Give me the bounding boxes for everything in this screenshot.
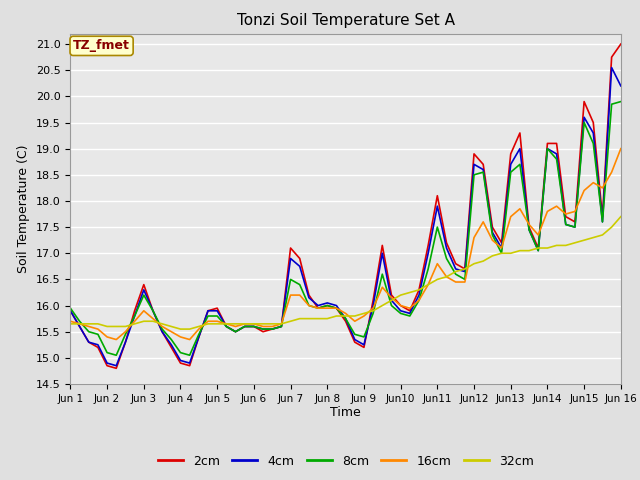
32cm [369,308,377,313]
4cm [268,326,276,332]
8cm [113,352,120,358]
32cm [406,289,413,295]
32cm [553,242,561,248]
2cm [617,41,625,47]
16cm [369,305,377,311]
16cm [113,336,120,342]
32cm [186,326,193,332]
32cm [268,321,276,327]
8cm [186,352,193,358]
4cm [186,360,193,366]
8cm [268,326,276,332]
4cm [553,151,561,157]
4cm [406,311,413,316]
16cm [268,324,276,329]
16cm [617,146,625,152]
8cm [617,99,625,105]
Y-axis label: Soil Temperature (C): Soil Temperature (C) [17,144,30,273]
4cm [113,363,120,369]
Line: 4cm: 4cm [70,68,621,366]
2cm [67,308,74,313]
32cm [177,326,184,332]
16cm [406,305,413,311]
8cm [67,305,74,311]
8cm [204,313,212,319]
Text: TZ_fmet: TZ_fmet [73,39,130,52]
Line: 16cm: 16cm [70,149,621,339]
4cm [369,303,377,309]
8cm [553,156,561,162]
Line: 2cm: 2cm [70,44,621,368]
16cm [553,204,561,209]
8cm [406,313,413,319]
8cm [369,311,377,316]
32cm [617,214,625,219]
Title: Tonzi Soil Temperature Set A: Tonzi Soil Temperature Set A [237,13,454,28]
Line: 8cm: 8cm [70,102,621,355]
Legend: 2cm, 4cm, 8cm, 16cm, 32cm: 2cm, 4cm, 8cm, 16cm, 32cm [153,450,538,473]
2cm [369,298,377,303]
2cm [406,308,413,313]
4cm [204,308,212,313]
4cm [617,83,625,89]
Line: 32cm: 32cm [70,216,621,329]
2cm [268,326,276,332]
2cm [113,365,120,371]
4cm [608,65,616,71]
16cm [186,336,193,342]
4cm [67,308,74,313]
2cm [204,308,212,313]
32cm [204,321,212,327]
X-axis label: Time: Time [330,407,361,420]
2cm [553,141,561,146]
2cm [186,363,193,369]
32cm [67,321,74,327]
16cm [67,318,74,324]
16cm [204,318,212,324]
